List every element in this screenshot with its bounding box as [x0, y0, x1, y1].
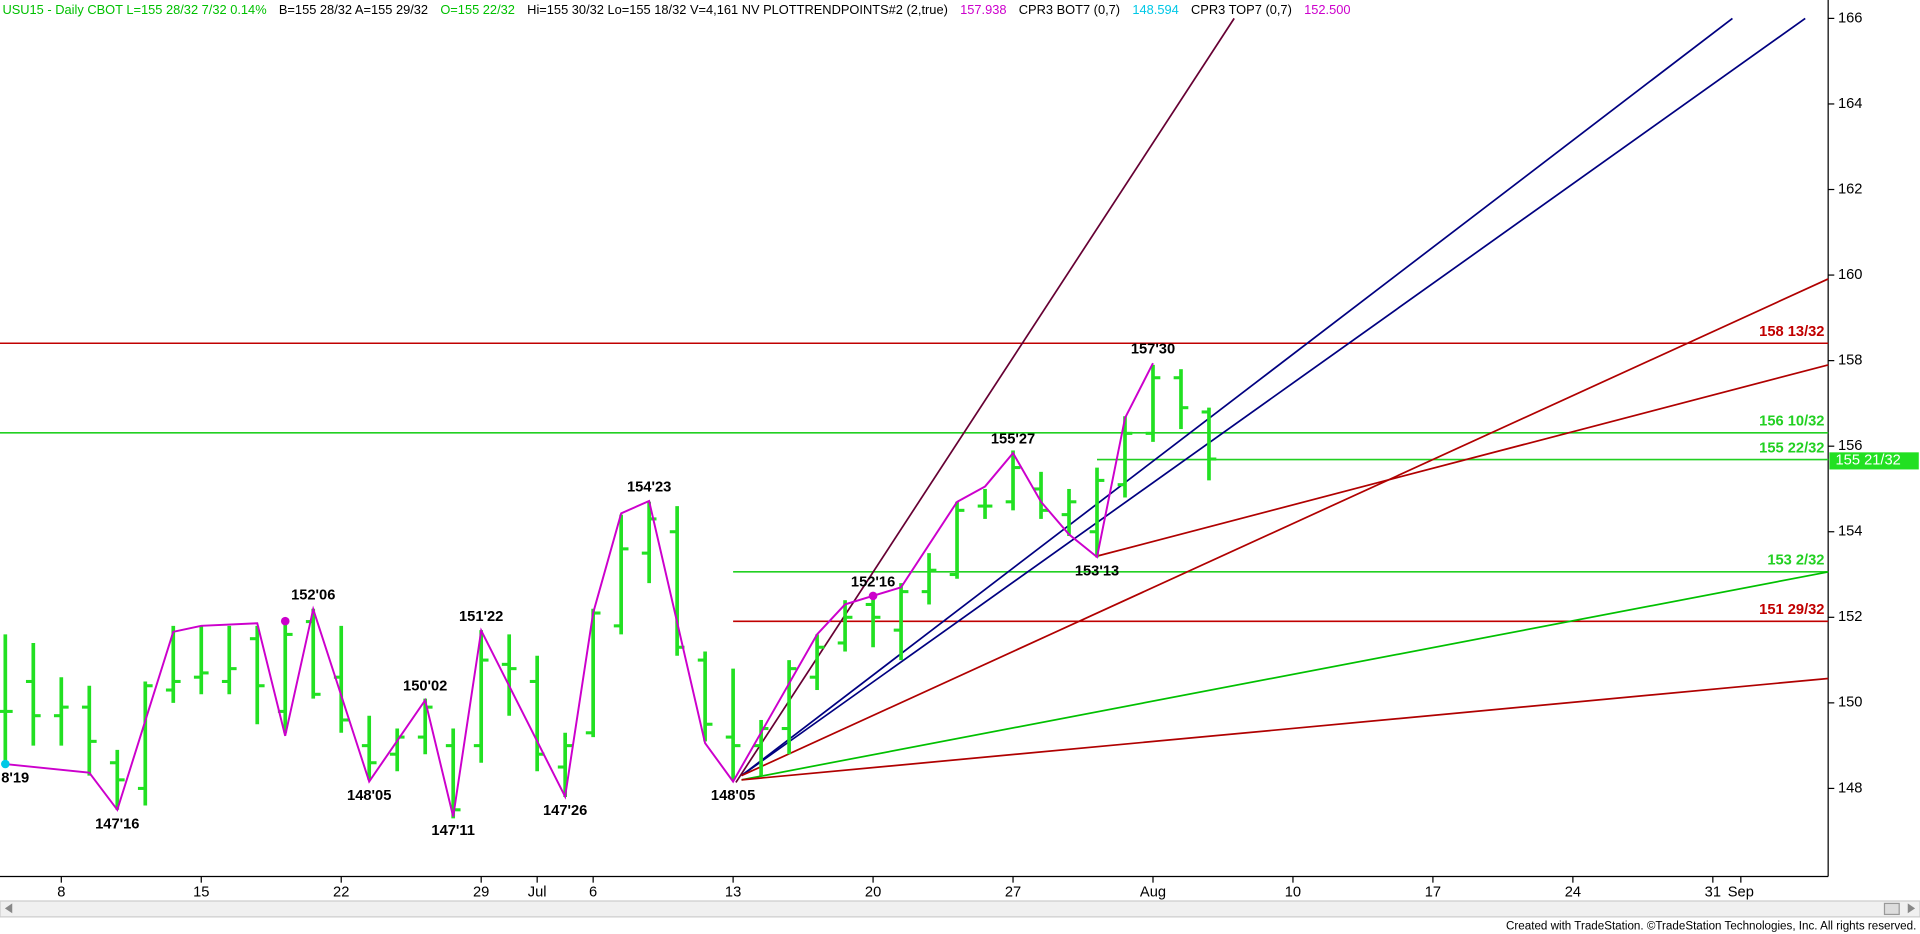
trend-line — [735, 17, 1235, 783]
footer: Created with TradeStation. ©TradeStation… — [1506, 920, 1916, 933]
header-segment: O=155 22/32 — [440, 2, 515, 17]
scroll-thumb[interactable] — [1883, 902, 1900, 916]
level-label: 155 22/32 — [1759, 440, 1824, 456]
y-tick-label: 150 — [1838, 695, 1863, 711]
swing-label: 147'16 — [95, 816, 139, 832]
swing-label: 155'27 — [991, 431, 1035, 447]
scroll-left[interactable] — [4, 903, 13, 914]
y-tick-label: 154 — [1838, 524, 1863, 540]
x-tick-label: Aug — [1140, 884, 1166, 900]
x-tick-label: 17 — [1425, 884, 1441, 900]
trend-line — [740, 17, 1733, 777]
x-tick-label: 31 — [1705, 884, 1721, 900]
header-segment: CPR3 BOT7 (0,7) — [1019, 2, 1120, 17]
swing-label: 148'05 — [347, 788, 391, 804]
scroll-right[interactable] — [1907, 903, 1916, 914]
level-label: 153 2/32 — [1767, 553, 1824, 569]
header-segment: 152.500 — [1304, 2, 1350, 17]
swing-label: 148'05 — [711, 788, 755, 804]
header-segment: CPR3 TOP7 (0,7) — [1191, 2, 1292, 17]
header-segment: Hi=155 30/32 Lo=155 18/32 V=4,161 NV PLO… — [527, 2, 948, 17]
x-tick-label: 8 — [57, 884, 65, 900]
marker — [1, 759, 10, 769]
trend-line — [741, 677, 1829, 781]
level-label: 156 10/32 — [1759, 414, 1824, 430]
y-tick-label: 156 — [1838, 438, 1863, 454]
x-tick-label: 6 — [589, 884, 597, 900]
scroll-track[interactable] — [0, 900, 1920, 918]
swing-label: 150'02 — [403, 679, 447, 695]
header: USU15 - Daily CBOT L=155 28/32 7/32 0.14… — [2, 2, 1350, 17]
y-tick-label: 148 — [1838, 780, 1863, 796]
trend-points-line — [5, 362, 1154, 817]
header-segment: B=155 28/32 A=155 29/32 — [279, 2, 428, 17]
x-tick-label: Jul — [528, 884, 547, 900]
marker — [280, 616, 290, 626]
x-tick-label: Sep — [1728, 884, 1754, 900]
y-tick-label: 166 — [1838, 10, 1863, 26]
swing-label: 152'06 — [291, 588, 335, 604]
scrollbar[interactable] — [0, 900, 1920, 918]
x-tick-label: 27 — [1005, 884, 1021, 900]
y-tick-label: 162 — [1838, 181, 1863, 197]
trend-line — [741, 571, 1829, 781]
x-tick-label: 13 — [725, 884, 741, 900]
swing-label: 147'26 — [543, 803, 587, 819]
header-segment: USU15 - Daily CBOT L=155 28/32 7/32 0.14… — [2, 2, 266, 17]
x-tick-label: 20 — [865, 884, 881, 900]
x-tick-label: 10 — [1285, 884, 1301, 900]
trend-line — [741, 17, 1806, 777]
swing-label: 157'30 — [1131, 342, 1175, 358]
trend-line — [741, 278, 1829, 777]
header-segment: 157.938 — [960, 2, 1006, 17]
x-tick-label: 15 — [193, 884, 209, 900]
y-tick-label: 158 — [1838, 353, 1863, 369]
swing-label: 154'23 — [627, 479, 671, 495]
header-segment: 148.594 — [1132, 2, 1178, 17]
swing-label: 8'19 — [1, 771, 29, 787]
y-tick-label: 152 — [1838, 609, 1863, 625]
swing-label: 153'13 — [1075, 564, 1119, 580]
x-tick-label: 29 — [473, 884, 489, 900]
level-label: 158 13/32 — [1759, 324, 1824, 340]
swing-label: 152'16 — [851, 574, 895, 590]
trend-line — [1096, 364, 1829, 557]
swing-label: 151'22 — [459, 609, 503, 625]
last-price-label: 155 21/32 — [1836, 453, 1901, 469]
marker — [868, 591, 878, 601]
swing-label: 147'11 — [431, 823, 475, 839]
y-tick-label: 160 — [1838, 267, 1863, 283]
x-tick-label: 24 — [1565, 884, 1581, 900]
x-tick-label: 22 — [333, 884, 349, 900]
last-price-box — [1829, 452, 1919, 470]
level-label: 151 29/32 — [1759, 602, 1824, 618]
y-tick-label: 164 — [1838, 96, 1863, 112]
